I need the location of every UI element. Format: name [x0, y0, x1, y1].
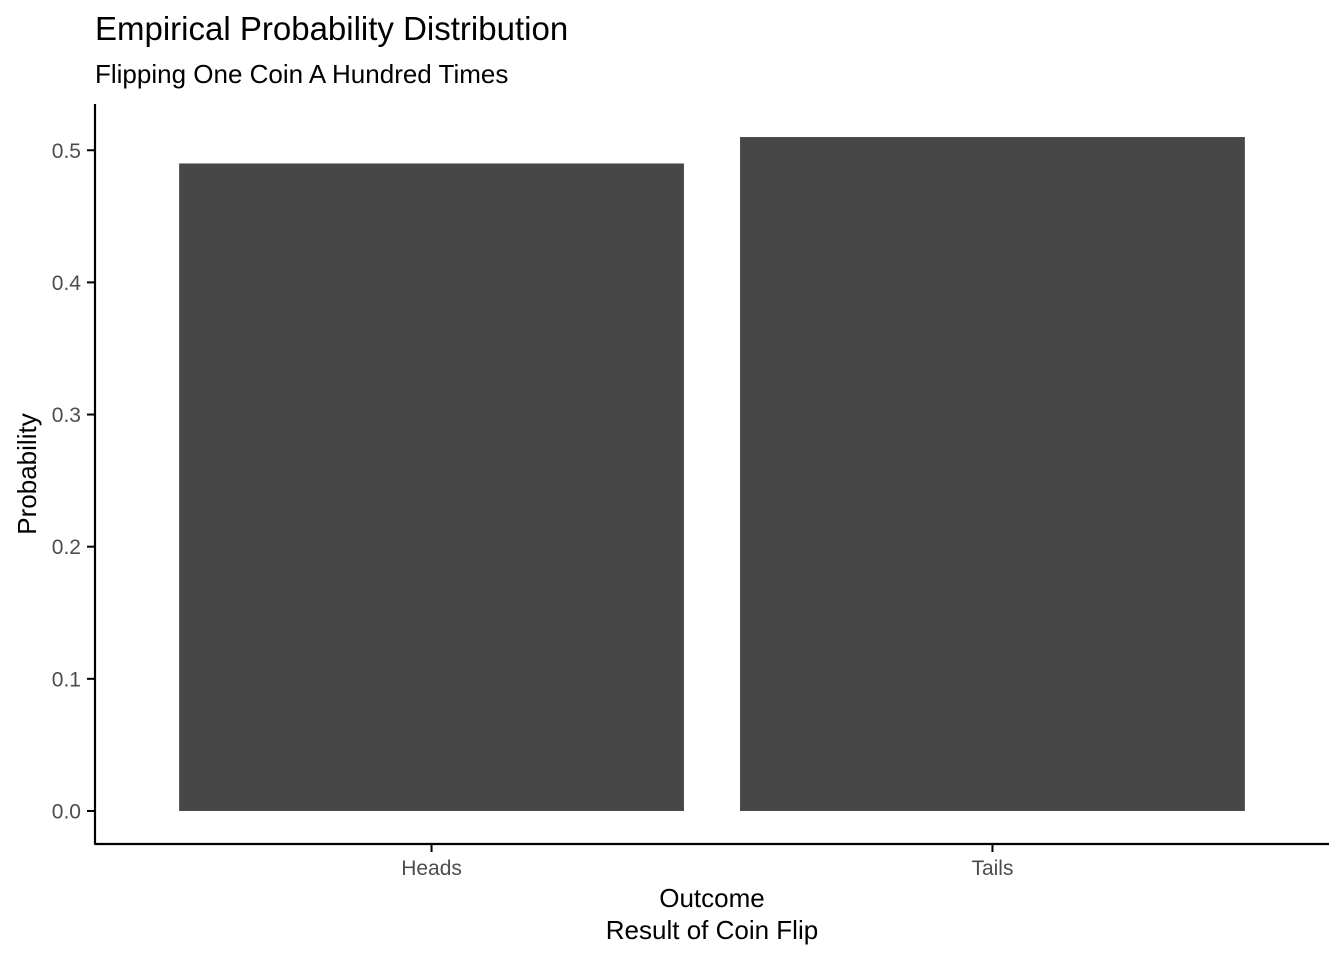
y-tick-label: 0.1 — [52, 668, 81, 691]
chart-subtitle: Flipping One Coin A Hundred Times — [95, 59, 508, 89]
y-tick-label: 0.4 — [52, 272, 82, 295]
bar-tails — [740, 137, 1245, 811]
x-axis-title: Outcome — [659, 883, 765, 913]
y-axis-title: Probability — [12, 413, 42, 534]
y-tick-label: 0.2 — [52, 536, 81, 559]
x-tick-label: Tails — [971, 857, 1013, 880]
y-tick-label: 0.5 — [52, 140, 81, 163]
x-axis-subtitle: Result of Coin Flip — [606, 915, 818, 945]
y-tick-label: 0.3 — [52, 404, 81, 427]
y-tick-label: 0.0 — [52, 800, 81, 823]
x-tick-label: Heads — [401, 857, 462, 880]
bar-heads — [179, 163, 684, 811]
plot-area: 0.0 0.1 0.2 0.3 0.4 0.5 Heads Tails — [52, 104, 1329, 880]
chart-title: Empirical Probability Distribution — [95, 10, 568, 47]
